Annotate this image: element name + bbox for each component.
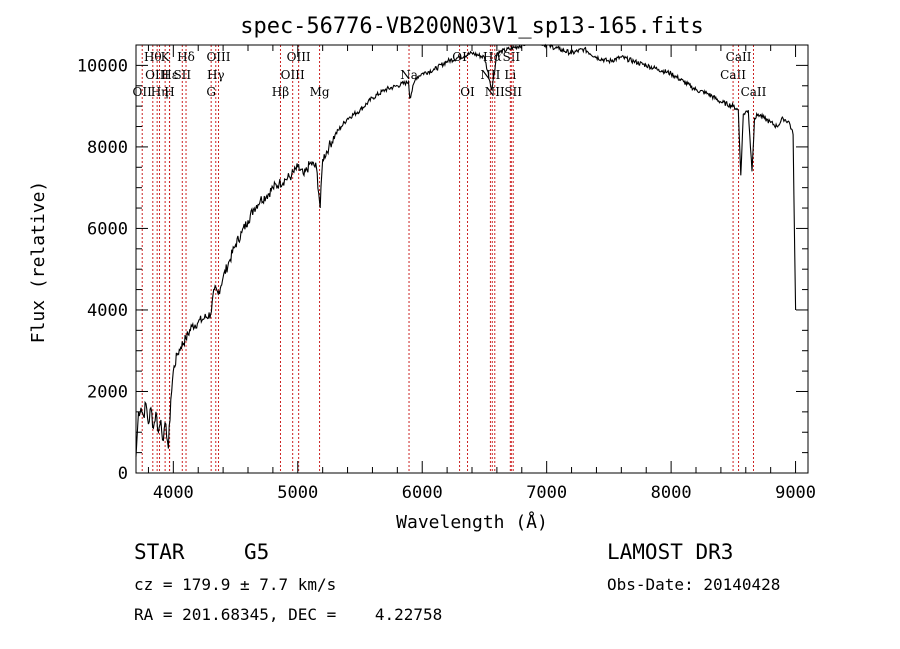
line-marker-label: Hβ	[272, 85, 289, 99]
line-marker-label: K	[161, 50, 171, 64]
line-marker-label: Hθ	[144, 50, 162, 64]
y-tick-label: 0	[118, 464, 128, 484]
line-marker-label: OIII	[145, 68, 169, 82]
x-axis-label: Wavelength (Å)	[396, 511, 548, 533]
line-marker-label: CaII	[726, 50, 752, 64]
line-marker-label: Hγ	[207, 68, 225, 82]
line-marker-label: CaII	[720, 68, 746, 82]
x-tick-label: 8000	[651, 483, 692, 503]
line-marker-label: H	[164, 85, 174, 99]
chart-title: spec-56776-VB200N03V1_sp13-165.fits	[240, 14, 704, 39]
line-marker-label: NII	[485, 85, 505, 99]
coordinates: RA = 201.68345, DEC = 4.22758	[134, 605, 443, 624]
line-marker-label: SII	[173, 68, 191, 82]
object-class: STAR	[134, 540, 185, 564]
line-marker-label: OIII	[287, 50, 311, 64]
line-marker-label: Li	[504, 68, 516, 82]
x-tick-label: 9000	[775, 483, 816, 503]
line-marker-label: CaII	[741, 85, 767, 99]
y-tick-label: 10000	[77, 56, 128, 76]
line-markers: OIIHθOIIIHηKHHεSIIHδGHγOIIIHβOIIIOIIIMgN…	[133, 45, 767, 473]
line-marker-label: Hε	[161, 68, 178, 82]
line-marker-label: OIII	[281, 68, 305, 82]
line-marker-label: Na	[400, 68, 418, 82]
object-subclass: G5	[244, 540, 270, 564]
survey-name: LAMOST DR3	[607, 540, 734, 564]
line-marker-label: OI	[460, 85, 475, 99]
line-marker-label: Hδ	[177, 50, 195, 64]
observation-date: Obs-Date: 20140428	[607, 575, 781, 594]
spectrum-line	[135, 43, 797, 457]
line-marker-label: OII	[133, 85, 153, 99]
line-marker-label: G	[206, 85, 216, 99]
line-marker-label: Hη	[151, 85, 169, 99]
y-tick-label: 2000	[87, 382, 128, 402]
line-marker-label: SII	[504, 85, 522, 99]
spectrum-curve-group	[135, 43, 797, 457]
y-axis-label: Flux (relative)	[28, 181, 49, 344]
y-tick-label: 6000	[87, 219, 128, 239]
line-marker-label: Mg	[310, 85, 330, 99]
x-tick-label: 4000	[153, 483, 194, 503]
y-tick-label: 8000	[87, 138, 128, 158]
line-marker-label: NII	[480, 68, 500, 82]
plot-frame	[135, 44, 809, 474]
axes: 4000 5000 6000 7000 8000 9000 0 2000 4000 6000 800…	[77, 44, 816, 503]
line-marker-label: OIII	[206, 50, 230, 64]
y-tick-label: 4000	[87, 301, 128, 321]
x-tick-label: 6000	[402, 483, 443, 503]
x-tick-label: 5000	[277, 483, 318, 503]
redshift-velocity: cz = 179.9 ± 7.7 km/s	[134, 575, 337, 594]
line-marker-label: SII	[502, 50, 520, 64]
x-tick-label: 7000	[526, 483, 567, 503]
